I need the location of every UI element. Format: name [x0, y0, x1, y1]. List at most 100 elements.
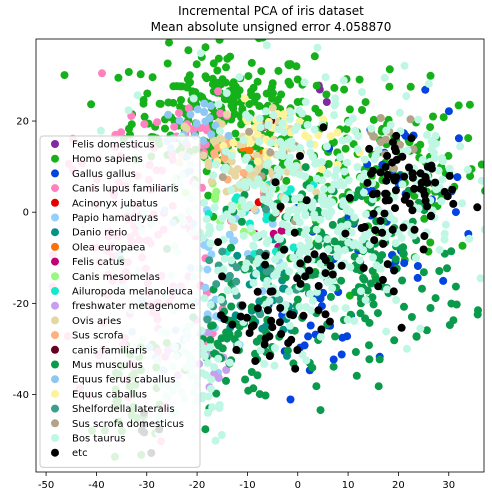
- data-point: [302, 196, 311, 205]
- data-point: [385, 82, 394, 91]
- data-point: [380, 209, 389, 218]
- data-point: [261, 251, 270, 260]
- data-point: [293, 274, 302, 283]
- data-point: [369, 209, 378, 218]
- data-point: [304, 236, 313, 245]
- data-point: [199, 136, 208, 145]
- data-point: [264, 121, 273, 130]
- data-point: [391, 204, 399, 213]
- x-tick-label: 0: [295, 480, 301, 491]
- data-point: [249, 321, 258, 330]
- data-point: [448, 185, 457, 194]
- data-point: [342, 125, 351, 133]
- data-point: [250, 181, 259, 190]
- data-point: [296, 143, 305, 152]
- data-point: [189, 94, 198, 103]
- data-point: [252, 151, 261, 160]
- data-point: [204, 229, 213, 238]
- data-point: [286, 185, 295, 194]
- data-point: [207, 130, 216, 139]
- data-point: [238, 104, 247, 113]
- data-point: [449, 316, 458, 325]
- data-point: [291, 364, 300, 373]
- legend-marker: [51, 331, 59, 340]
- data-point: [204, 191, 213, 200]
- legend-marker: [51, 287, 59, 295]
- data-point: [343, 315, 352, 324]
- data-point: [289, 143, 297, 152]
- data-point: [192, 119, 201, 128]
- data-point: [214, 87, 223, 96]
- data-point: [330, 111, 339, 120]
- data-point: [238, 301, 247, 310]
- legend-marker: [51, 228, 59, 237]
- legend-label: Sus scrofa: [72, 331, 123, 342]
- data-point: [262, 205, 271, 214]
- data-point: [275, 295, 284, 304]
- data-point: [274, 66, 283, 75]
- legend-label: Equus caballus: [72, 389, 147, 400]
- data-point: [259, 39, 267, 42]
- data-point: [322, 98, 331, 106]
- data-point: [286, 395, 295, 404]
- data-point: [426, 212, 435, 221]
- data-point: [184, 104, 193, 113]
- data-point: [376, 168, 385, 177]
- data-point: [228, 80, 237, 89]
- data-point: [324, 245, 333, 254]
- legend-label: Homo sapiens: [72, 154, 143, 165]
- data-point: [418, 155, 427, 164]
- data-point: [206, 343, 214, 352]
- data-point: [87, 100, 96, 109]
- data-point: [311, 159, 320, 168]
- data-point: [164, 98, 173, 107]
- data-point: [247, 58, 256, 67]
- legend-marker: [51, 184, 59, 193]
- data-point: [400, 172, 409, 181]
- data-point: [280, 245, 288, 254]
- data-point: [373, 309, 382, 318]
- legend-marker: [51, 242, 59, 251]
- data-point: [268, 323, 277, 332]
- legend-marker: [51, 360, 59, 369]
- data-point: [114, 73, 123, 82]
- data-point: [186, 110, 195, 119]
- legend-marker: [51, 272, 59, 281]
- data-point: [314, 241, 323, 250]
- data-point: [419, 268, 428, 277]
- data-point: [310, 210, 319, 219]
- data-point: [229, 138, 238, 147]
- data-point: [454, 134, 463, 143]
- data-point: [327, 185, 336, 194]
- data-point: [355, 256, 364, 265]
- data-point: [445, 164, 454, 173]
- data-point: [290, 228, 299, 237]
- data-point: [376, 216, 385, 225]
- data-point: [191, 88, 200, 97]
- data-point: [392, 155, 401, 164]
- data-point: [301, 211, 310, 220]
- plot-frame: [35, 38, 485, 473]
- data-point: [267, 85, 276, 94]
- data-point: [232, 345, 241, 354]
- data-point: [306, 184, 315, 193]
- data-point: [206, 101, 215, 110]
- data-point: [293, 207, 302, 216]
- data-point: [372, 261, 381, 270]
- data-point: [385, 65, 394, 74]
- data-point: [322, 142, 331, 151]
- data-point: [323, 235, 332, 244]
- data-point: [388, 225, 397, 234]
- data-point: [227, 256, 236, 265]
- data-point: [390, 144, 399, 153]
- data-point: [215, 223, 224, 232]
- data-point: [210, 151, 219, 160]
- data-point: [410, 225, 419, 234]
- data-point: [321, 310, 330, 319]
- data-point: [374, 282, 383, 291]
- data-point: [421, 85, 430, 94]
- data-point: [391, 255, 400, 264]
- data-point: [299, 311, 308, 320]
- legend-marker: [51, 375, 59, 384]
- data-point: [353, 145, 362, 154]
